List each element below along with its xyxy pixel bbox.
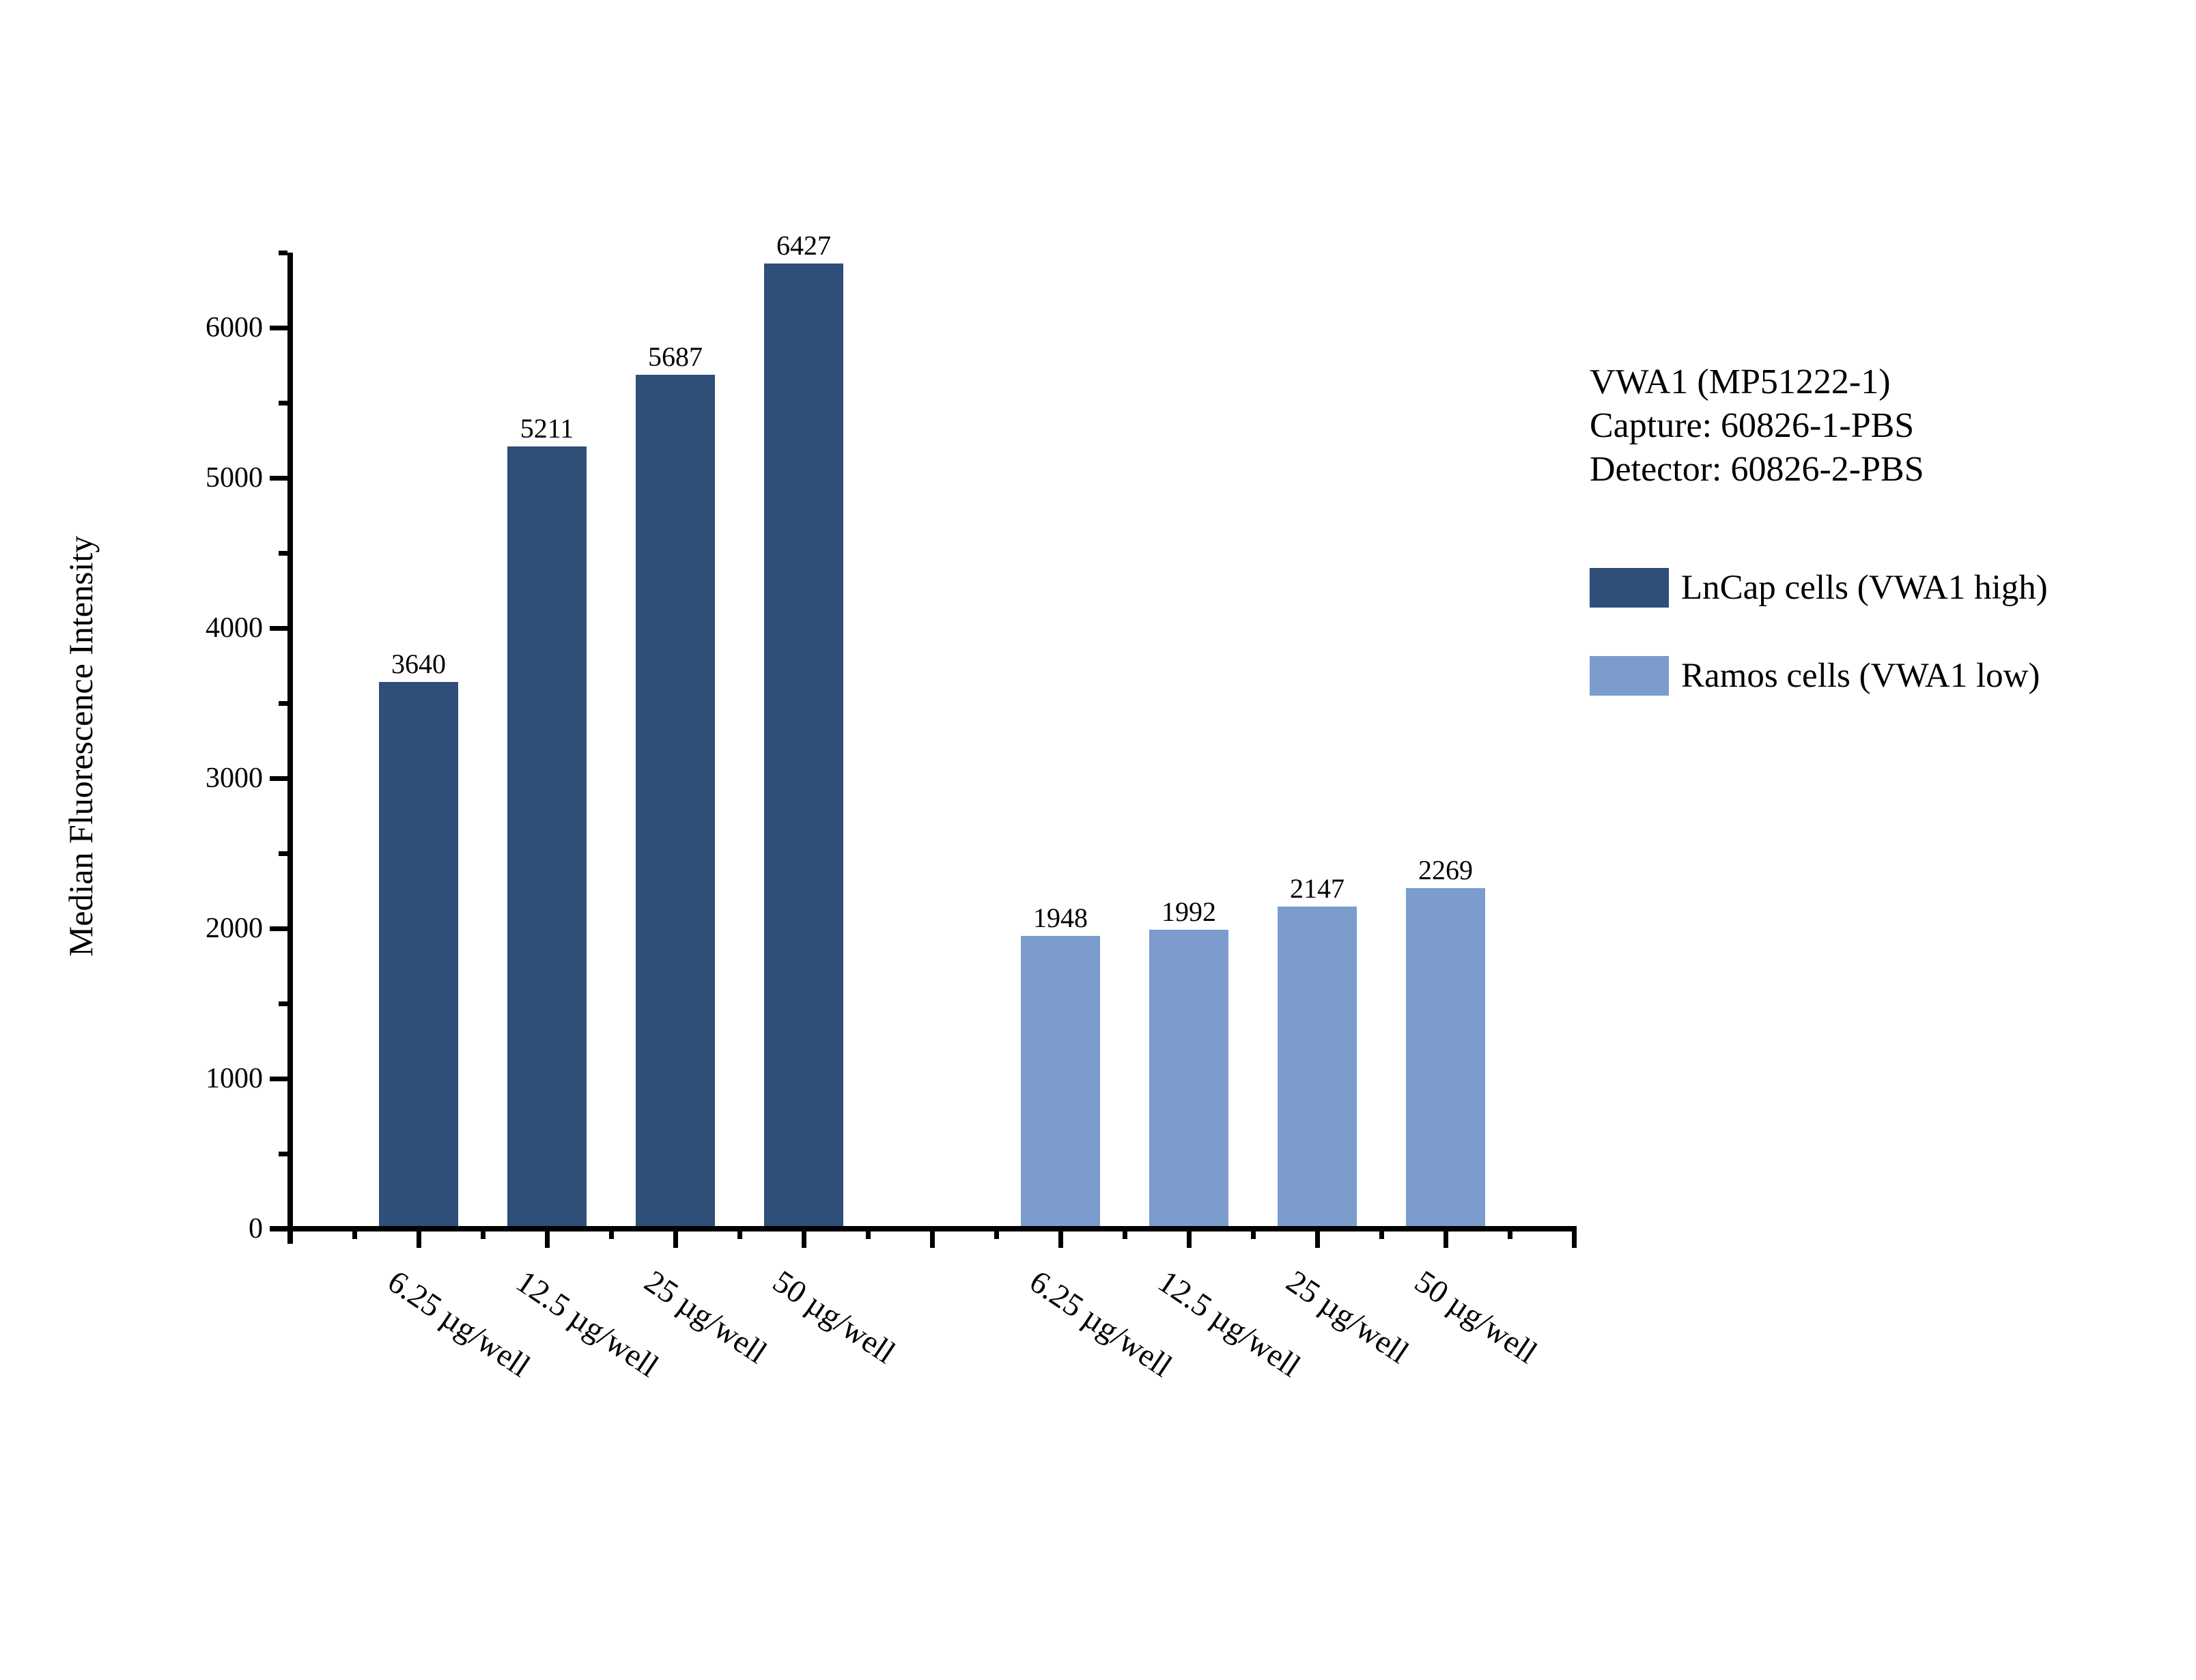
bar — [636, 374, 715, 1226]
x-axis-major-tick — [416, 1231, 421, 1248]
y-axis-minor-tick — [279, 1151, 287, 1156]
bar — [1149, 929, 1228, 1226]
y-tick-label: 3000 — [206, 763, 263, 794]
bar-value-label: 2147 — [1290, 872, 1345, 904]
y-axis-line — [287, 253, 293, 1244]
bar — [1406, 887, 1485, 1226]
x-axis-minor-tick — [352, 1231, 357, 1239]
x-axis-minor-tick — [480, 1231, 485, 1239]
bar — [1021, 936, 1100, 1226]
x-axis-minor-tick — [1507, 1231, 1512, 1239]
legend-label-ramos: Ramos cells (VWA1 low) — [1681, 657, 2040, 695]
y-axis-minor-tick — [279, 400, 287, 405]
y-axis-minor-tick — [279, 1001, 287, 1006]
y-axis-minor-tick — [279, 250, 287, 255]
y-axis-major-tick — [270, 775, 287, 781]
bar — [379, 682, 458, 1226]
annotation-line-3: Detector: 60826-2-PBS — [1590, 450, 1924, 489]
bar — [764, 264, 843, 1226]
x-axis-major-tick — [1571, 1231, 1577, 1248]
y-axis-minor-tick — [279, 550, 287, 556]
x-axis-minor-tick — [1250, 1231, 1256, 1239]
bar — [1278, 906, 1357, 1226]
bar-value-label: 3640 — [391, 649, 446, 680]
bar-value-label: 1948 — [1033, 902, 1088, 934]
bar-value-label: 2269 — [1418, 854, 1473, 885]
x-axis-major-tick — [1058, 1231, 1063, 1248]
x-axis-line — [270, 1226, 1577, 1231]
y-axis-major-tick — [270, 325, 287, 330]
legend-swatch-ramos — [1590, 656, 1669, 696]
x-axis-major-tick — [801, 1231, 806, 1248]
x-axis-minor-tick — [1122, 1231, 1127, 1239]
annotation-line-1: VWA1 (MP51222-1) — [1590, 362, 1891, 401]
x-axis-major-tick — [544, 1231, 550, 1248]
legend-annotation: VWA1 (MP51222-1) Capture: 60826-1-PBS De… — [1590, 360, 1924, 492]
x-axis-major-tick — [1314, 1231, 1320, 1248]
x-category-label: 12.5 µg/well — [1151, 1264, 1307, 1384]
bar — [507, 446, 587, 1226]
y-tick-label: 6000 — [206, 312, 263, 343]
x-axis-minor-tick — [994, 1231, 999, 1239]
x-axis-minor-tick — [737, 1231, 742, 1239]
x-axis-major-tick — [1443, 1231, 1448, 1248]
y-tick-label: 2000 — [206, 913, 263, 944]
x-category-label: 50 µg/well — [766, 1264, 902, 1371]
y-tick-label: 0 — [249, 1213, 263, 1244]
y-tick-label: 4000 — [206, 612, 263, 644]
x-category-label: 6.25 µg/well — [1023, 1264, 1179, 1384]
bar-value-label: 5211 — [520, 412, 574, 444]
y-tick-label: 1000 — [206, 1063, 263, 1094]
x-axis-minor-tick — [1379, 1231, 1384, 1239]
x-category-label: 50 µg/well — [1408, 1264, 1544, 1371]
x-axis-minor-tick — [865, 1231, 871, 1239]
x-axis-major-tick — [1186, 1231, 1192, 1248]
x-category-label: 6.25 µg/well — [381, 1264, 537, 1384]
y-axis-major-tick — [270, 1076, 287, 1081]
bar-value-label: 5687 — [648, 341, 703, 372]
legend-swatch-lncap — [1590, 568, 1669, 608]
bar-value-label: 6427 — [776, 230, 831, 261]
y-axis-minor-tick — [279, 851, 287, 856]
annotation-line-2: Capture: 60826-1-PBS — [1590, 406, 1915, 445]
bar-value-label: 1992 — [1162, 896, 1216, 927]
x-axis-minor-tick — [608, 1231, 614, 1239]
x-category-label: 12.5 µg/well — [509, 1264, 665, 1384]
legend-label-lncap: LnCap cells (VWA1 high) — [1681, 569, 2048, 607]
y-axis-minor-tick — [279, 700, 287, 706]
y-axis-major-tick — [270, 926, 287, 931]
x-axis-major-tick — [673, 1231, 678, 1248]
y-axis-major-tick — [270, 475, 287, 481]
y-axis-major-tick — [270, 625, 287, 631]
y-tick-label: 5000 — [206, 462, 263, 494]
x-axis-major-tick — [929, 1231, 935, 1248]
y-axis-title: Median Fluorescence Intensity — [61, 535, 100, 957]
